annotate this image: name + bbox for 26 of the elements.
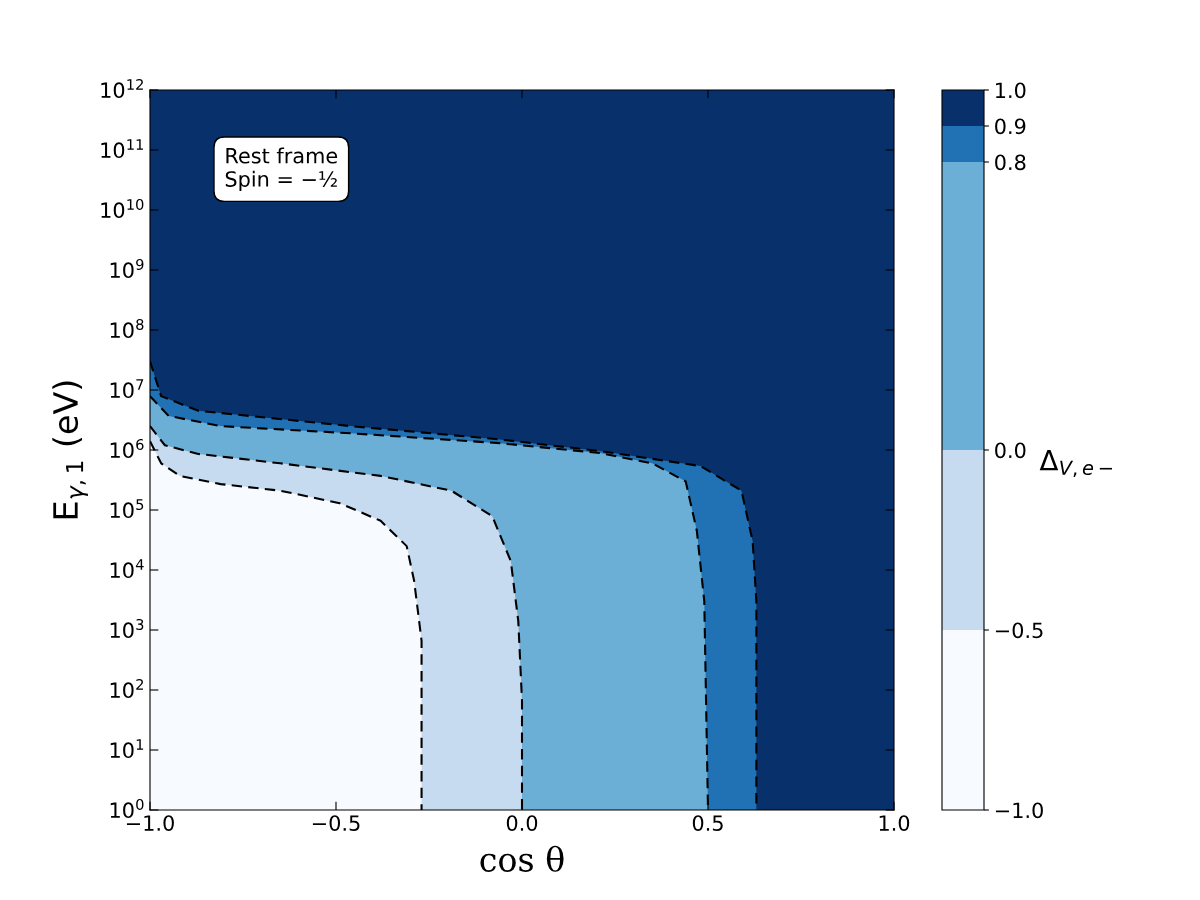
x-axis-title: cos θ xyxy=(480,845,564,872)
y-tick-label: 10$^{8}$ xyxy=(110,318,144,339)
x-tick-label: −0.5 xyxy=(312,815,360,831)
color-bar-label: −0.5 xyxy=(995,622,1043,639)
y-tick-label: 10$^{10}$ xyxy=(101,198,144,219)
y-tick-label: 10$^{4}$ xyxy=(110,559,144,579)
color-bar-label: 1.0 xyxy=(996,82,1026,99)
y-tick-label: 10$^{12}$ xyxy=(101,78,143,99)
y-tick-label: 10$^{1}$ xyxy=(110,739,144,759)
x-tick-label: 0.0 xyxy=(506,815,538,831)
y-tick-label: 10$^{11}$ xyxy=(101,139,144,159)
y-tick-label: 10$^{9}$ xyxy=(110,258,144,279)
y-axis-title: E$_{γ,1}$ (eV) xyxy=(52,381,88,519)
y-tick-label: 10$^{7}$ xyxy=(110,379,144,399)
y-tick-label: 10$^{5}$ xyxy=(110,499,144,519)
color-bar-label: 0.9 xyxy=(995,118,1026,135)
color-bar-title: Δ$_{V,e−}$ xyxy=(1039,450,1112,478)
y-tick-label: 10$^{6}$ xyxy=(110,438,144,459)
color-bar-label: 0.8 xyxy=(995,154,1026,171)
x-tick-label: 0.5 xyxy=(692,815,723,831)
color-bar-label: −1.0 xyxy=(995,802,1043,819)
annotation: Rest frame Spin = −½ xyxy=(225,147,338,191)
x-tick-label: 1.0 xyxy=(879,815,910,831)
y-tick-label: 10$^{2}$ xyxy=(110,678,143,699)
y-tick-label: 10$^{3}$ xyxy=(110,618,144,639)
color-bar-label: 0.0 xyxy=(995,442,1026,459)
